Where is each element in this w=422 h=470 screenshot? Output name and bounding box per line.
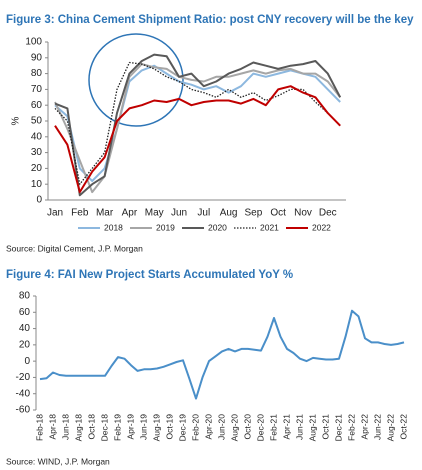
x-tick-label: Feb-20 — [190, 414, 200, 441]
x-tick-label: Apr-18 — [47, 414, 57, 440]
x-tick-label: Jun-20 — [216, 414, 226, 440]
y-tick-label: 80 — [31, 68, 43, 79]
legend-label: 2021 — [260, 222, 279, 232]
x-tick-label: Sep — [245, 208, 263, 219]
series-line — [54, 63, 341, 194]
series-line — [39, 309, 405, 400]
x-tick-label: Dec-19 — [177, 414, 187, 442]
x-tick-label: Feb-22 — [346, 414, 356, 441]
x-tick-label: Jun-22 — [372, 414, 382, 440]
y-tick-label: 90 — [31, 52, 43, 63]
legend-label: 2020 — [208, 222, 227, 232]
x-tick-label: Aug-20 — [229, 414, 239, 442]
y-tick-label: 10 — [31, 179, 43, 190]
x-tick-label: May — [145, 208, 164, 219]
series-line — [54, 64, 341, 182]
y-tick-label: 60 — [31, 100, 43, 111]
x-tick-label: Feb — [71, 208, 89, 219]
highlight-circle — [88, 33, 184, 127]
x-tick-label: Aug — [220, 208, 238, 219]
legend-label: 2022 — [312, 222, 331, 232]
y-tick-label: 80 — [19, 291, 31, 302]
y-tick-label: 40 — [19, 323, 31, 334]
x-tick-label: Feb-21 — [268, 414, 278, 441]
x-tick-label: Oct — [270, 208, 286, 219]
x-tick-label: Oct-19 — [164, 414, 174, 440]
x-tick-label: Jun-18 — [60, 414, 70, 440]
x-tick-label: Mar — [96, 208, 114, 219]
x-tick-label: Jul — [197, 208, 210, 219]
x-tick-label: Jun-21 — [294, 414, 304, 440]
series-line — [54, 85, 341, 194]
x-tick-label: Aug-18 — [73, 414, 83, 442]
series-line — [54, 61, 341, 185]
x-tick-label: Aug-21 — [307, 414, 317, 442]
y-tick-label: -40 — [16, 388, 31, 399]
source-note: Source: Digital Cement, J.P. Morgan — [6, 243, 143, 253]
x-tick-label: Dec-21 — [333, 414, 343, 442]
x-tick-label: Apr-21 — [281, 414, 291, 440]
x-tick-label: Nov — [294, 208, 312, 219]
source-note: Source: WIND, J.P. Morgan — [6, 456, 110, 466]
y-tick-label: 0 — [24, 356, 30, 367]
x-tick-label: Aug-22 — [385, 414, 395, 442]
x-tick-label: Jan — [47, 208, 63, 219]
y-tick-label: 40 — [31, 131, 43, 142]
x-tick-label: Dec-20 — [255, 414, 265, 442]
y-tick-label: 30 — [31, 147, 43, 158]
x-tick-label: Oct-20 — [242, 414, 252, 440]
y-tick-label: 50 — [31, 116, 43, 127]
x-tick-label: Oct-18 — [86, 414, 96, 440]
y-tick-label: 20 — [19, 339, 31, 350]
legend-label: 2018 — [104, 222, 123, 232]
figure-title: Figure 3: China Cement Shipment Ratio: p… — [6, 14, 414, 26]
x-tick-label: Apr-19 — [125, 414, 135, 440]
legend-label: 2019 — [156, 222, 175, 232]
x-tick-label: Jun — [171, 208, 187, 219]
x-tick-label: Feb-18 — [34, 414, 44, 441]
y-tick-label: -20 — [16, 372, 31, 383]
y-tick-label: 0 — [36, 195, 42, 206]
y-tick-label: -60 — [16, 405, 31, 416]
x-tick-label: Apr — [122, 208, 138, 219]
y-tick-label: 60 — [19, 307, 31, 318]
x-tick-label: Apr-22 — [359, 414, 369, 440]
x-tick-label: Jun-19 — [138, 414, 148, 440]
y-axis-label: % — [11, 116, 22, 125]
series-line — [54, 53, 342, 197]
x-tick-label: Dec — [319, 208, 337, 219]
x-tick-label: Oct-22 — [398, 414, 408, 440]
y-tick-label: 20 — [31, 163, 43, 174]
y-tick-label: 100 — [25, 37, 42, 48]
x-tick-label: Dec-18 — [99, 414, 109, 442]
x-tick-label: Apr-20 — [203, 414, 213, 440]
y-tick-label: 70 — [31, 84, 43, 95]
x-tick-label: Oct-21 — [320, 414, 330, 440]
x-tick-label: Aug-19 — [151, 414, 161, 442]
figure-title: Figure 4: FAI New Project Starts Accumul… — [6, 269, 293, 281]
x-tick-label: Feb-19 — [112, 414, 122, 441]
